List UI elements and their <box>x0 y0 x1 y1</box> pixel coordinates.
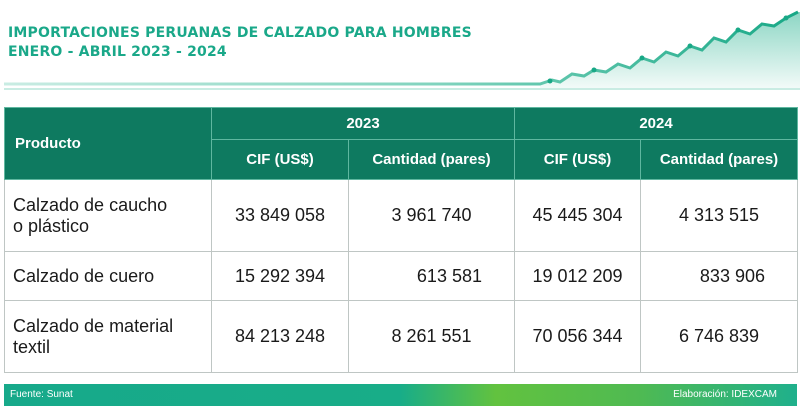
qty-2023: 3 961 740 <box>348 179 515 252</box>
product-name-line-1: Calzado de material <box>13 315 174 336</box>
imports-table: Producto 2023 2024 CIF (US$) Cantidad (p… <box>4 107 798 373</box>
credit-note: Elaboración: IDEXCAM <box>673 389 777 400</box>
header-qty-2023: Cantidad (pares) <box>348 139 515 180</box>
header-cif-2024: CIF (US$) <box>514 139 641 180</box>
page-title: IMPORTACIONES PERUANAS DE CALZADO PARA H… <box>8 24 472 62</box>
product-name-line-1: Calzado de cuero <box>13 265 155 286</box>
product-name: Calzado de material textil <box>4 300 212 373</box>
product-name: Calzado de caucho o plástico <box>4 179 212 252</box>
header-year-2023: 2023 <box>211 107 515 140</box>
table-row: Calzado de cuero 15 292 394 613 581 19 0… <box>4 251 798 301</box>
trend-line-decoration <box>4 10 800 90</box>
product-name: Calzado de cuero <box>4 251 212 301</box>
qty-2024: 6 746 839 <box>640 300 798 373</box>
header-qty-2024: Cantidad (pares) <box>640 139 798 180</box>
cif-2023: 84 213 248 <box>211 300 349 373</box>
cif-2024: 19 012 209 <box>514 251 641 301</box>
qty-2023: 613 581 <box>348 251 515 301</box>
header-product: Producto <box>4 107 212 180</box>
cif-2024: 45 445 304 <box>514 179 641 252</box>
header: IMPORTACIONES PERUANAS DE CALZADO PARA H… <box>0 0 800 96</box>
cif-2023: 33 849 058 <box>211 179 349 252</box>
product-name-line-1: Calzado de caucho <box>13 194 168 215</box>
cif-2024: 70 056 344 <box>514 300 641 373</box>
title-line-1: IMPORTACIONES PERUANAS DE CALZADO PARA H… <box>8 25 472 41</box>
header-cif-2023: CIF (US$) <box>211 139 349 180</box>
footer-bar: Fuente: Sunat Elaboración: IDEXCAM <box>4 384 797 406</box>
product-name-line-2: o plástico <box>13 215 90 236</box>
table-row: Calzado de material textil 84 213 248 8 … <box>4 300 798 373</box>
source-note: Fuente: Sunat <box>10 389 73 400</box>
product-name-line-2: textil <box>13 336 51 357</box>
title-line-2: ENERO - ABRIL 2023 - 2024 <box>8 44 227 60</box>
header-year-2024: 2024 <box>514 107 798 140</box>
qty-2023: 8 261 551 <box>348 300 515 373</box>
qty-2024: 4 313 515 <box>640 179 798 252</box>
table-row: Calzado de caucho o plástico 33 849 058 … <box>4 179 798 252</box>
qty-2024: 833 906 <box>640 251 798 301</box>
cif-2023: 15 292 394 <box>211 251 349 301</box>
